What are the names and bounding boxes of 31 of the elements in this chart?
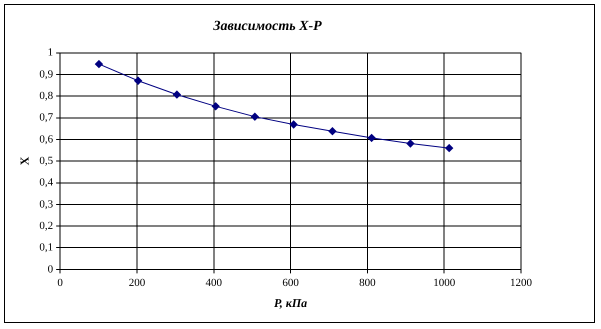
point — [134, 76, 142, 85]
y-tick-label: 1 — [48, 46, 54, 59]
y-tick-label: 0,1 — [39, 242, 54, 254]
x-tick-label: 800 — [359, 276, 376, 289]
point — [328, 127, 336, 136]
point — [368, 134, 376, 142]
x-axis-title: P, кПа — [274, 296, 308, 310]
point — [406, 140, 414, 148]
y-tick-label: 0,2 — [39, 220, 54, 232]
x-tick-label: 0 — [57, 276, 64, 289]
x-tick-label: 1200 — [510, 276, 532, 289]
y-tick-label: 0,3 — [39, 198, 54, 210]
y-tick-label: 0,6 — [39, 133, 54, 146]
y-tick-label: 0 — [48, 263, 54, 276]
y-axis-title: X — [17, 156, 32, 166]
x-tick-label: 400 — [206, 276, 223, 289]
chart-title: Зависимость X-P — [212, 19, 322, 34]
point — [172, 90, 181, 99]
x-tick-label: 600 — [282, 276, 300, 289]
point — [94, 60, 103, 68]
x-tick-label: 1000 — [433, 276, 456, 289]
y-tick-label: 0,9 — [39, 68, 54, 80]
point — [290, 120, 298, 128]
point — [212, 102, 220, 110]
point — [445, 144, 454, 152]
y-tick-label: 0,4 — [39, 176, 54, 189]
point — [250, 112, 259, 121]
y-tick-label: 0,5 — [39, 154, 54, 167]
y-tick-label: 0,8 — [39, 90, 54, 102]
x-tick-label: 200 — [128, 276, 146, 289]
y-tick-label: 0,7 — [39, 112, 54, 124]
